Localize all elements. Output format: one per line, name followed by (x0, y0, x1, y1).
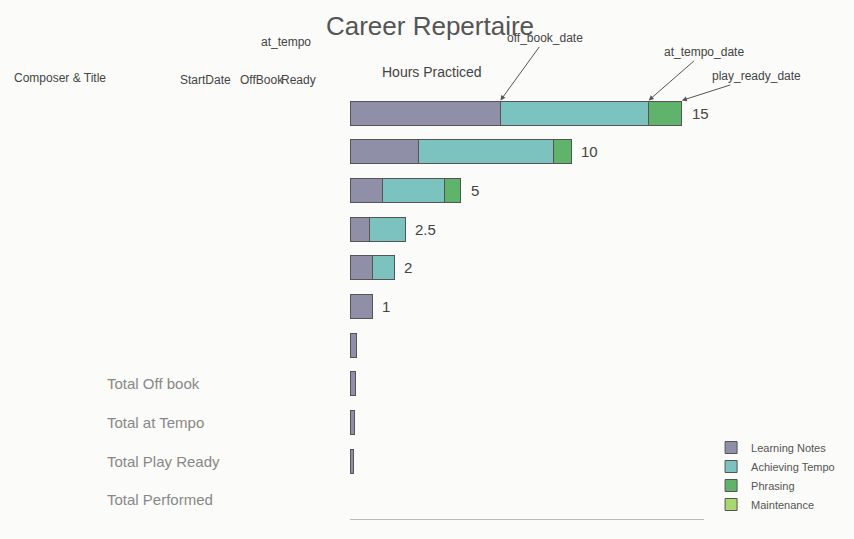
svg-text:Total Play Ready: Total Play Ready (107, 453, 220, 470)
svg-text:at_tempo_date: at_tempo_date (664, 45, 744, 59)
svg-text:Hours Practiced: Hours Practiced (382, 64, 482, 80)
svg-text:Total Performed: Total Performed (107, 491, 213, 508)
svg-text:Career Repertaire: Career Repertaire (326, 11, 534, 41)
svg-text:Phrasing: Phrasing (751, 480, 794, 492)
svg-text:Total Off book: Total Off book (107, 375, 200, 392)
svg-text:off_book_date: off_book_date (507, 31, 583, 45)
svg-text:Maintenance: Maintenance (751, 499, 814, 511)
svg-text:Composer & Title: Composer & Title (14, 71, 106, 85)
svg-text:2.5: 2.5 (415, 221, 436, 238)
svg-text:Total at Tempo: Total at Tempo (107, 414, 204, 431)
svg-text:1: 1 (382, 298, 390, 315)
svg-text:Achieving Tempo: Achieving Tempo (751, 461, 835, 473)
svg-text:at_tempo: at_tempo (261, 35, 311, 49)
svg-text:play_ready_date: play_ready_date (712, 69, 801, 83)
svg-text:15: 15 (692, 105, 709, 122)
svg-text:StartDate: StartDate (180, 73, 231, 87)
svg-text:OffBook: OffBook (240, 73, 284, 87)
svg-text:2: 2 (404, 259, 412, 276)
svg-text:Ready: Ready (281, 73, 316, 87)
svg-text:5: 5 (471, 182, 479, 199)
svg-text:Learning Notes: Learning Notes (751, 442, 826, 454)
svg-text:10: 10 (581, 143, 598, 160)
